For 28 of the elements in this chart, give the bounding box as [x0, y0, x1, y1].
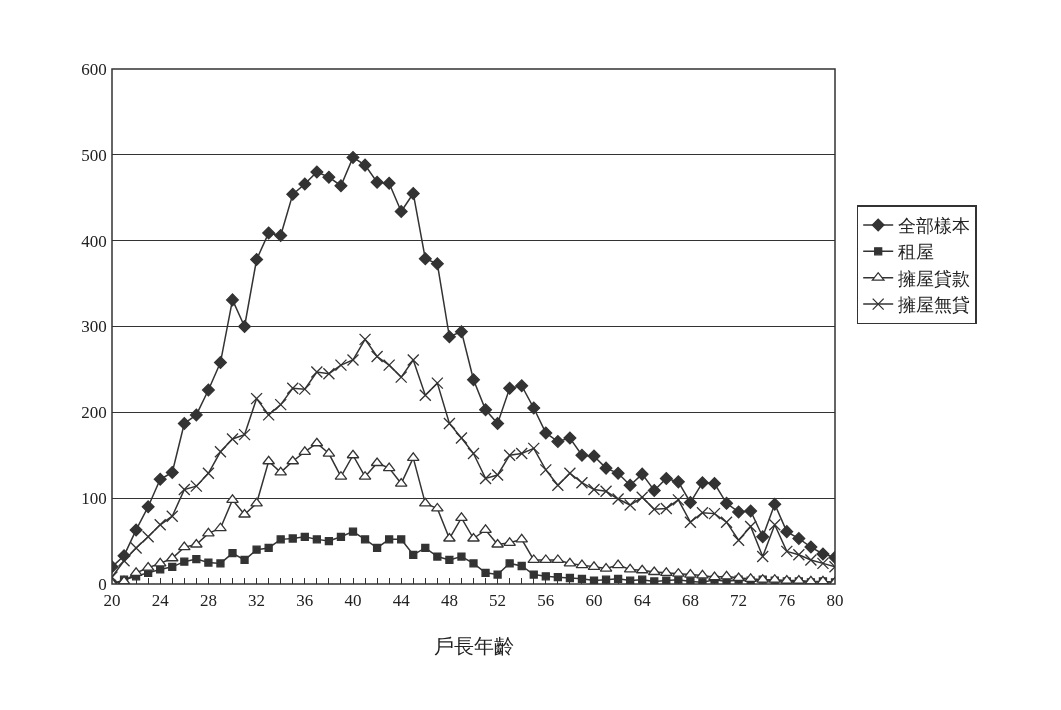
legend-label: 擁屋貸款 — [898, 268, 971, 289]
x-axis-title: 戶長年齡 — [433, 635, 514, 658]
y-tick-label: 400 — [81, 231, 107, 251]
x-tick-label: 20 — [103, 591, 121, 611]
y-tick-label: 200 — [81, 403, 107, 423]
x-tick-label: 76 — [778, 591, 796, 611]
y-tick-label: 500 — [81, 145, 107, 165]
x-tick-label: 60 — [585, 591, 603, 611]
x-tick-label: 48 — [440, 591, 458, 611]
y-tick-label: 600 — [81, 59, 107, 79]
y-tick-label: 100 — [81, 489, 107, 509]
x-tick-label: 32 — [248, 591, 266, 611]
x-tick-label: 24 — [151, 591, 170, 611]
x-tick-label: 36 — [296, 591, 314, 611]
x-tick-label: 52 — [489, 591, 507, 611]
x-tick-label: 72 — [730, 591, 748, 611]
x-tick-label: 64 — [633, 591, 652, 611]
x-tick-label: 68 — [681, 591, 699, 611]
legend-label: 全部樣本 — [898, 215, 971, 236]
x-tick-label: 56 — [537, 591, 555, 611]
x-tick-label: 28 — [199, 591, 217, 611]
x-tick-label: 40 — [344, 591, 362, 611]
y-tick-label: 0 — [98, 574, 107, 594]
x-tick-label: 80 — [826, 591, 844, 611]
y-tick-label: 300 — [81, 317, 107, 337]
legend-label: 租屋 — [898, 242, 935, 263]
x-tick-label: 44 — [392, 591, 411, 611]
legend-label: 擁屋無貸 — [898, 295, 971, 316]
